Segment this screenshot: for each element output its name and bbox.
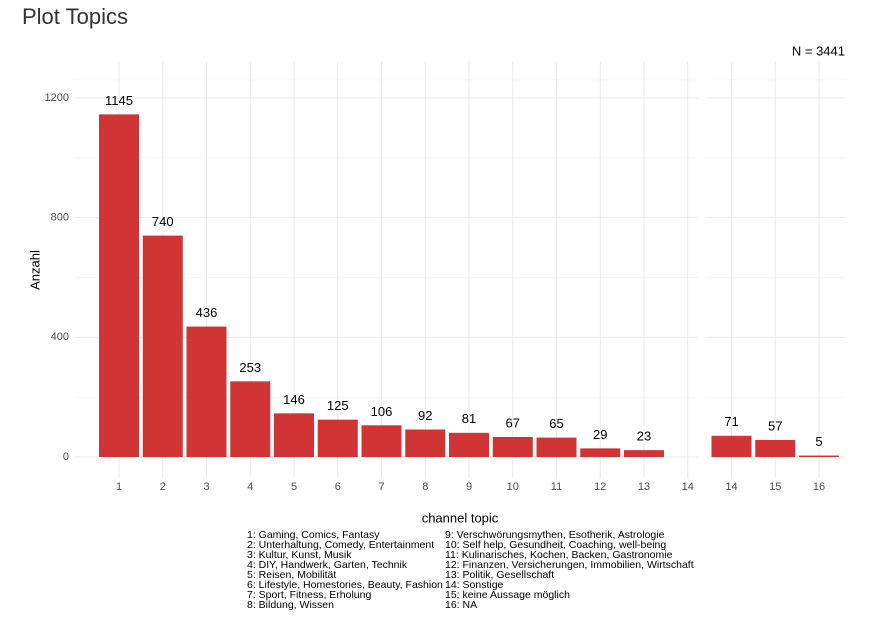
x-tick-label: 15 — [769, 481, 781, 493]
legend-note: 16: NA — [445, 599, 477, 611]
bar — [142, 235, 183, 458]
value-label: 146 — [283, 392, 305, 407]
legend-note: 7: Sport, Fitness, Erholung — [247, 589, 371, 601]
legend-note: 11: Kulinarisches, Kochen, Backen, Gastr… — [445, 549, 673, 561]
y-tick-label: 0 — [63, 451, 69, 463]
value-label: 23 — [637, 429, 651, 444]
legend-note: 15: keine Aussage möglich — [445, 589, 570, 601]
y-axis-label: Anzahl — [27, 250, 42, 290]
value-label: 71 — [724, 414, 738, 429]
bar — [799, 455, 839, 458]
bar — [492, 436, 533, 458]
x-tick-label: 7 — [378, 481, 384, 493]
legend-note: 2: Unterhaltung, Comedy, Entertainment — [247, 539, 434, 551]
x-tick-label: 8 — [422, 481, 428, 493]
gap — [698, 62, 706, 498]
value-label: 5 — [815, 434, 822, 449]
legend-note: 10: Self help, Gesundheit, Coaching, wel… — [445, 539, 666, 551]
legend-note: 9: Verschwörungsmythen, Esotherik, Astro… — [445, 529, 665, 541]
x-tick-label: 4 — [247, 481, 253, 493]
legend-note: 8: Bildung, Wissen — [247, 599, 334, 611]
value-label: 81 — [462, 411, 476, 426]
value-label: 436 — [196, 305, 218, 320]
legend-note: 13: Politik, Gesellschaft — [445, 569, 554, 581]
bar — [711, 435, 752, 458]
value-label: 92 — [418, 408, 432, 423]
annotation: N = 3441 — [792, 43, 845, 58]
x-tick-label: 13 — [638, 481, 650, 493]
legend-note: 1: Gaming, Comics, Fantasy — [247, 529, 380, 541]
value-label: 57 — [768, 418, 782, 433]
bar — [274, 413, 314, 458]
chart-title: Plot Topics — [22, 4, 128, 29]
x-tick-label: 14 — [725, 481, 737, 493]
bar — [405, 429, 446, 458]
legend-note: 12: Finanzen, Versicherungen, Immobilien… — [445, 559, 694, 571]
bar — [230, 381, 271, 458]
bar — [361, 425, 402, 458]
value-label: 106 — [371, 404, 393, 419]
x-tick-label: 14 — [682, 481, 694, 493]
x-tick-label: 1 — [116, 481, 122, 493]
legend-note: 5: Reisen, Mobilität — [247, 569, 336, 581]
value-label: 29 — [593, 427, 607, 442]
x-tick-label: 6 — [335, 481, 341, 493]
y-tick-label: 800 — [51, 212, 69, 224]
value-label: 65 — [549, 416, 563, 431]
value-label: 253 — [239, 360, 261, 375]
bar — [580, 448, 621, 458]
bar — [755, 439, 796, 458]
legend-note: 4: DIY, Handwerk, Garten, Technik — [247, 559, 408, 571]
legend-note: 14: Sonstige — [445, 579, 504, 591]
x-tick-label: 2 — [160, 481, 166, 493]
value-label: 740 — [152, 214, 174, 229]
y-tick-label: 1200 — [45, 92, 69, 104]
bar — [317, 419, 358, 458]
x-tick-label: 3 — [203, 481, 209, 493]
x-tick-label: 11 — [551, 481, 562, 493]
value-label: 1145 — [105, 93, 133, 108]
x-tick-label: 12 — [594, 481, 606, 493]
x-axis-label: channel topic — [422, 510, 499, 525]
bar — [186, 326, 227, 458]
bar — [99, 114, 139, 458]
bar — [536, 437, 577, 458]
y-tick-label: 400 — [51, 331, 69, 343]
bar — [449, 432, 489, 458]
bar — [624, 450, 664, 458]
legend-note: 6: Lifestyle, Homestories, Beauty, Fashi… — [247, 579, 443, 591]
x-tick-label: 10 — [507, 481, 519, 493]
x-tick-label: 9 — [466, 481, 472, 493]
x-tick-label: 5 — [291, 481, 297, 493]
x-tick-label: 16 — [813, 481, 825, 493]
value-label: 125 — [327, 398, 349, 413]
legend-note: 3: Kultur, Kunst, Musik — [247, 549, 352, 561]
value-label: 67 — [506, 415, 520, 430]
